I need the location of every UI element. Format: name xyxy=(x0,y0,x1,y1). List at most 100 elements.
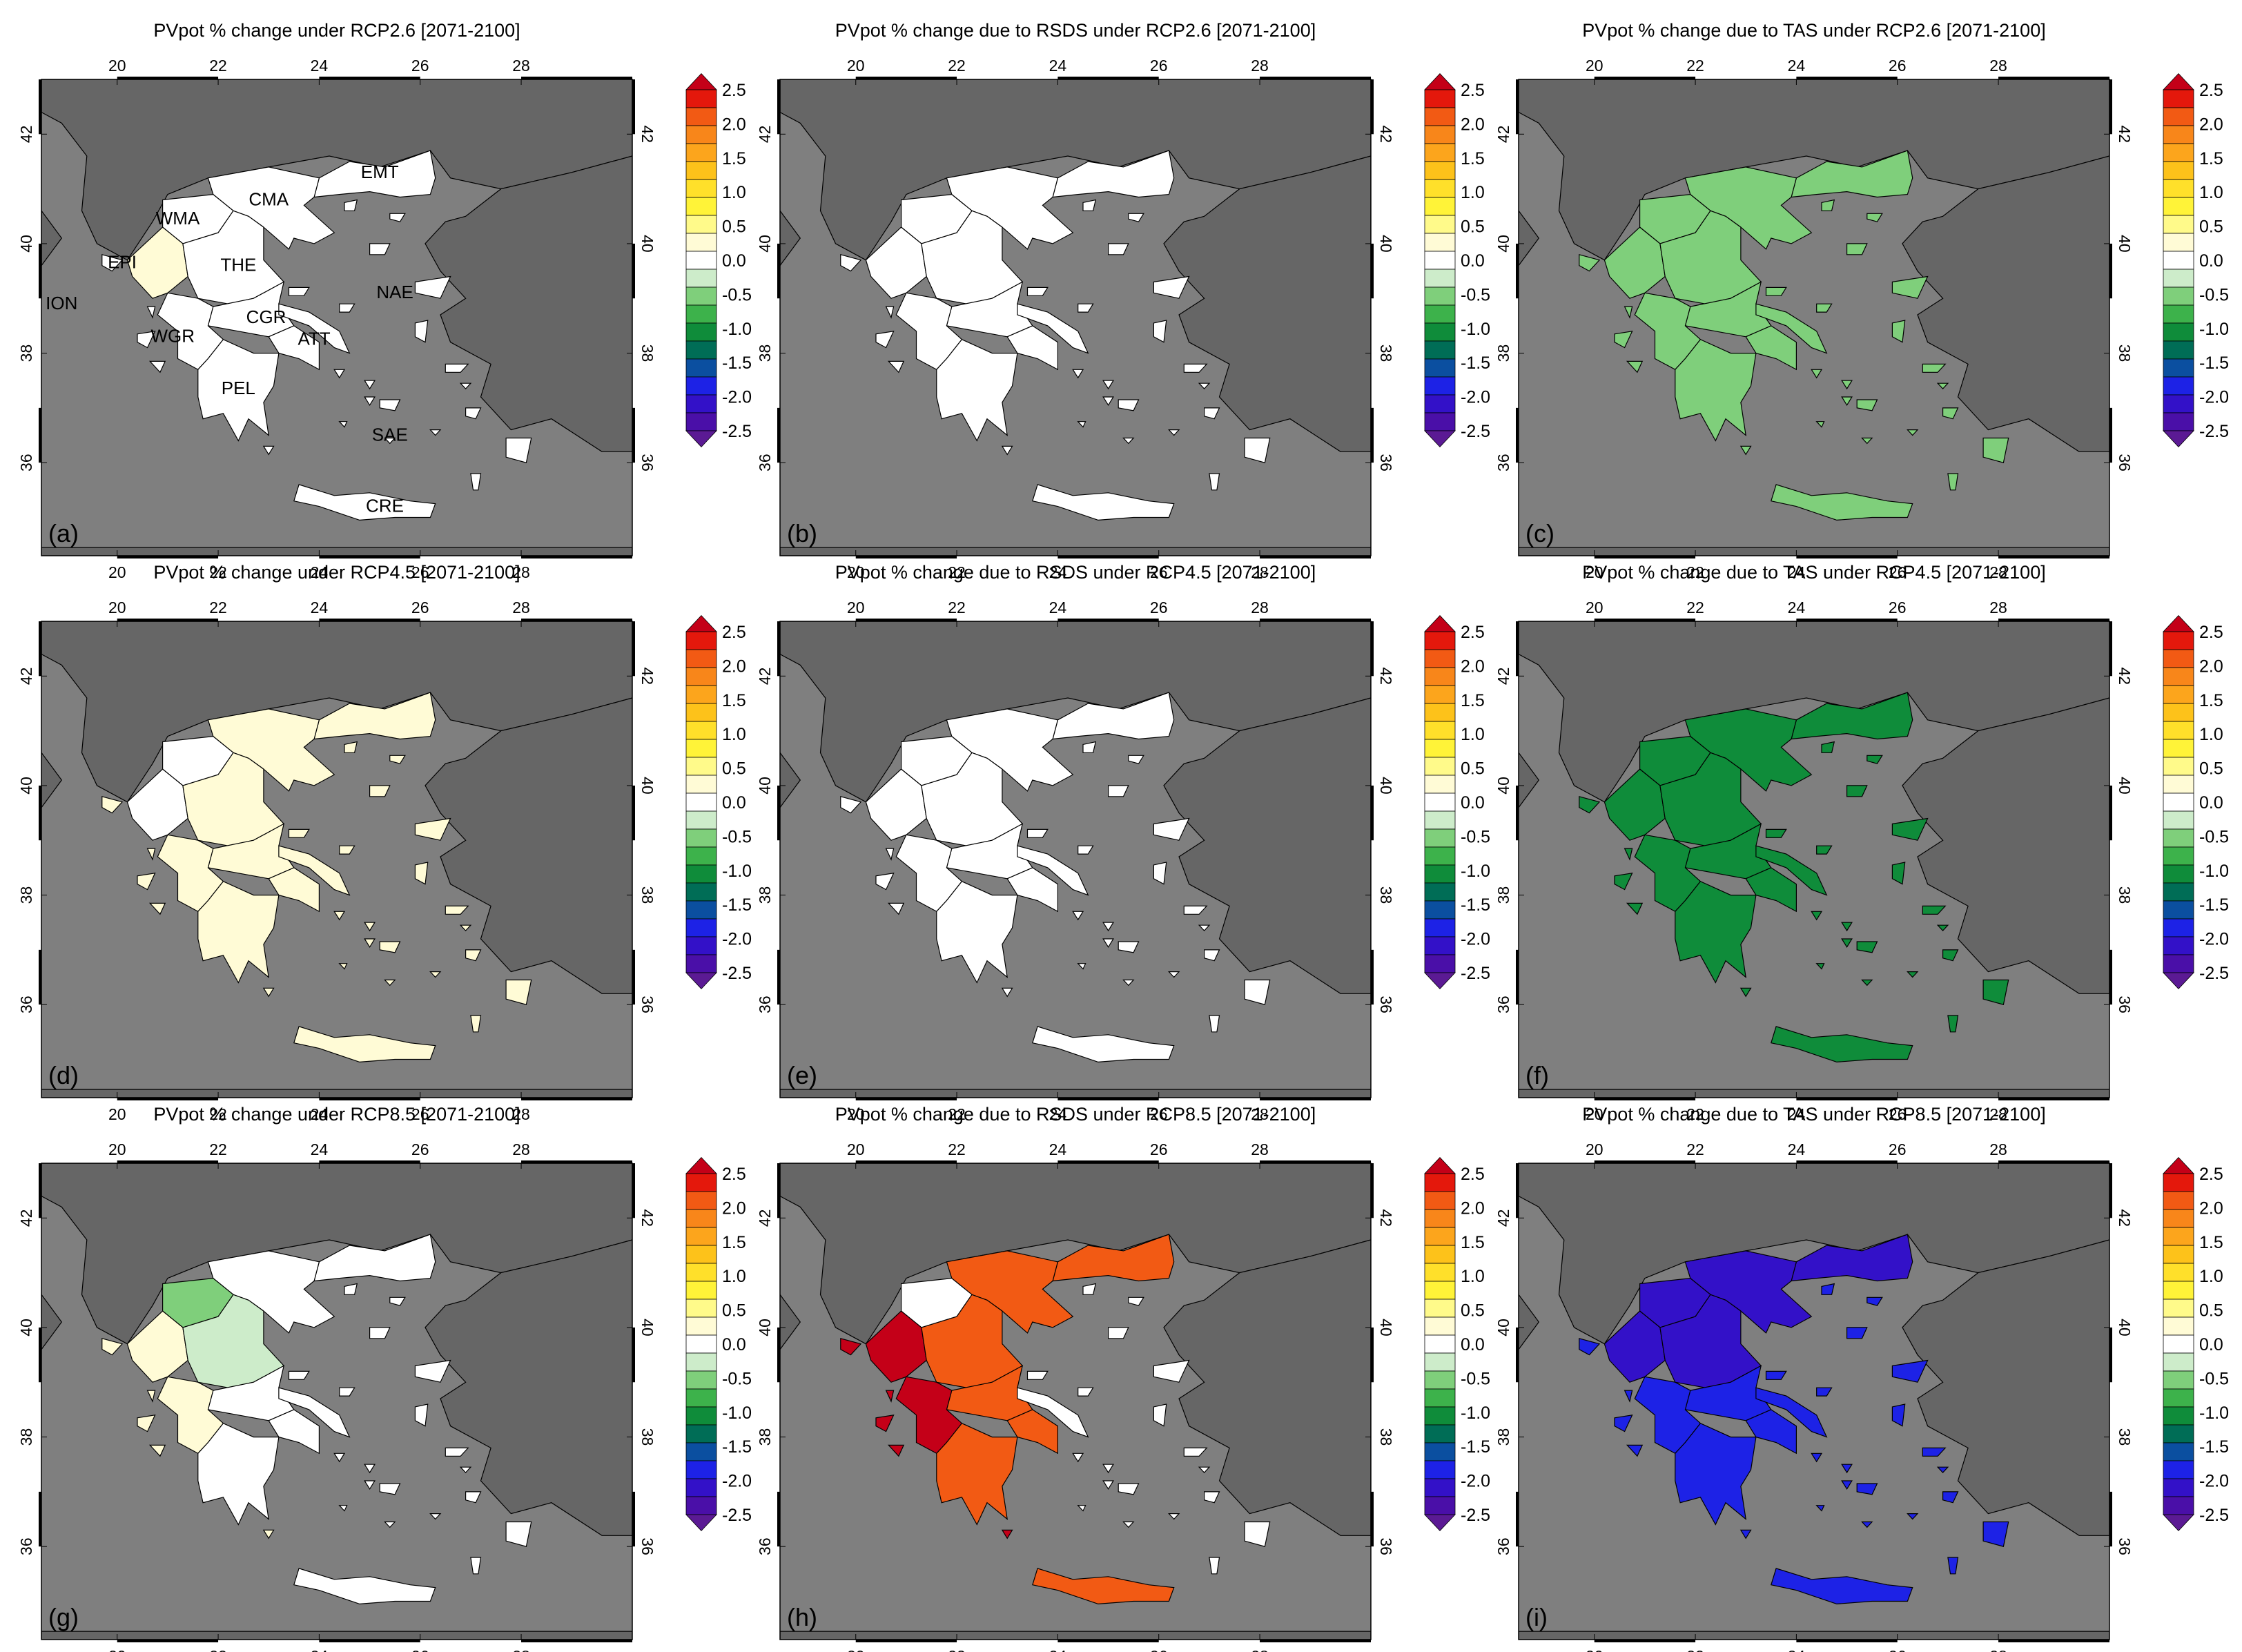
lon-tick-label-top: 20 xyxy=(847,599,865,616)
region-ion-island xyxy=(887,1444,905,1457)
colorbar-label: 1.5 xyxy=(2199,1233,2223,1252)
region-cre xyxy=(1771,1026,1913,1063)
colorbar-bin xyxy=(2163,900,2194,920)
region-ion-island xyxy=(885,848,895,861)
lat-tick-label-right: 36 xyxy=(2116,995,2134,1013)
axis-bar xyxy=(1371,621,1374,677)
region-emt xyxy=(313,692,436,740)
region-sae-island xyxy=(1841,1464,1853,1474)
region-label-emt: EMT xyxy=(361,162,399,182)
region-sae-island xyxy=(1118,1483,1140,1495)
lon-tick-label-top: 20 xyxy=(847,57,865,75)
lon-tick-label-bottom: 24 xyxy=(1788,563,1806,581)
region-sae-island xyxy=(1077,421,1086,428)
lat-tick-label-left: 40 xyxy=(1494,777,1512,795)
lat-tick-label-left: 38 xyxy=(756,1428,774,1446)
region-nae-island xyxy=(278,303,351,354)
lat-tick-label-left: 38 xyxy=(1494,1428,1512,1446)
region-nae-island xyxy=(1153,1359,1190,1383)
region-emt xyxy=(1791,692,1913,740)
region-pel xyxy=(197,880,280,984)
region-label-cgr: CGR xyxy=(246,307,286,327)
colorbar-label: -2.5 xyxy=(722,1506,752,1525)
colorbar-bin xyxy=(2163,1299,2194,1318)
region-epi xyxy=(865,226,927,299)
region-nae-island xyxy=(1082,1283,1097,1295)
axis-bar xyxy=(39,243,41,299)
region-nae-island xyxy=(339,303,355,313)
colorbar-bin xyxy=(2163,667,2194,686)
region-sae-island xyxy=(1244,979,1271,1005)
panel-title: PVpot % change under RCP2.6 [2071-2100] xyxy=(153,20,520,41)
colorbar-cap-top xyxy=(1424,73,1456,90)
neighbor-land xyxy=(1519,1631,2109,1640)
region-ion-island xyxy=(875,1415,895,1432)
colorbar-bin xyxy=(685,1209,717,1228)
lat-tick-label-left: 38 xyxy=(1494,886,1512,904)
region-sae-island xyxy=(1072,369,1084,379)
lat-tick-label-right: 38 xyxy=(639,1428,656,1446)
axis-bar xyxy=(1594,1160,1696,1163)
region-nae-island xyxy=(389,755,406,764)
lon-tick-label-top: 20 xyxy=(1586,1140,1603,1158)
region-sae-island xyxy=(1861,437,1873,445)
colorbar-cap-top xyxy=(685,73,717,90)
colorbar: 2.5 2.0 1.5 1.0 0.5 0.0 -0.5 -1.0 -1.5 -2.0 -2.5 xyxy=(685,1157,752,1531)
region-nae-island xyxy=(1017,1387,1089,1438)
colorbar-bin xyxy=(1424,1352,1456,1372)
colorbar-label: 0.5 xyxy=(722,217,746,237)
region-ion-island xyxy=(1626,1444,1644,1457)
region-emt xyxy=(1791,150,1913,198)
region-nae-island xyxy=(278,1387,351,1438)
colorbar: 2.5 2.0 1.5 1.0 0.5 0.0 -0.5 -1.0 -1.5 -2.0 -2.5 xyxy=(2163,615,2229,989)
colorbar-label: 0.0 xyxy=(722,1335,746,1354)
neighbor-land xyxy=(1519,1089,2109,1098)
neighbor-land xyxy=(780,1631,1371,1640)
region-nae-island xyxy=(445,905,469,915)
colorbar-bin xyxy=(2163,703,2194,722)
region-emt xyxy=(1052,150,1175,198)
region-ion-island xyxy=(1001,445,1013,456)
lat-tick-label-right: 40 xyxy=(1377,235,1395,253)
lat-tick-label-left: 38 xyxy=(17,344,35,362)
region-sae-island xyxy=(1118,399,1140,411)
colorbar-label: 2.0 xyxy=(1461,115,1485,134)
colorbar-label: 0.0 xyxy=(2199,1335,2223,1354)
lat-tick-label-right: 36 xyxy=(639,1537,656,1555)
axis-bar xyxy=(319,77,420,79)
region-sae-island xyxy=(470,1557,482,1575)
colorbar-label: 1.5 xyxy=(722,149,746,168)
region-sae-island xyxy=(1936,924,1949,931)
axis-bar xyxy=(1260,1098,1371,1100)
lat-tick-label-right: 36 xyxy=(639,454,656,472)
colorbar-label: 0.0 xyxy=(722,793,746,813)
lon-tick-label-top: 24 xyxy=(311,1140,329,1158)
region-nae-island xyxy=(1082,199,1097,211)
region-sae-island xyxy=(1982,437,2009,463)
region-ion-island xyxy=(137,873,156,891)
axis-bar xyxy=(1998,556,2109,558)
lon-tick-label-bottom: 20 xyxy=(108,1647,126,1652)
region-epi xyxy=(126,1310,188,1383)
lon-tick-label-bottom: 26 xyxy=(411,1647,429,1652)
axis-bar xyxy=(1998,77,2109,79)
region-epi xyxy=(865,768,927,841)
panel-b: PVpot % change due to RSDS under RCP2.6 … xyxy=(756,20,1490,581)
colorbar-label: -1.5 xyxy=(2199,895,2229,915)
region-nae-island xyxy=(288,1370,310,1380)
region-ion-island xyxy=(1739,445,1752,456)
colorbar-label: 2.0 xyxy=(722,657,746,676)
colorbar-bin xyxy=(1424,1263,1456,1282)
colorbar-bin xyxy=(1424,376,1456,396)
colorbar-bin xyxy=(2163,215,2194,234)
axis-bar xyxy=(2109,1163,2112,1218)
colorbar-label: -2.0 xyxy=(722,930,752,949)
region-sae-island xyxy=(338,421,348,428)
region-ion-island xyxy=(887,360,905,373)
axis-bar xyxy=(777,407,780,463)
axis-bar xyxy=(1998,1640,2109,1642)
colorbar-bin xyxy=(1424,775,1456,794)
region-ion-island xyxy=(146,1390,156,1403)
region-ion-island xyxy=(262,445,275,456)
lat-tick-label-left: 42 xyxy=(1494,668,1512,686)
